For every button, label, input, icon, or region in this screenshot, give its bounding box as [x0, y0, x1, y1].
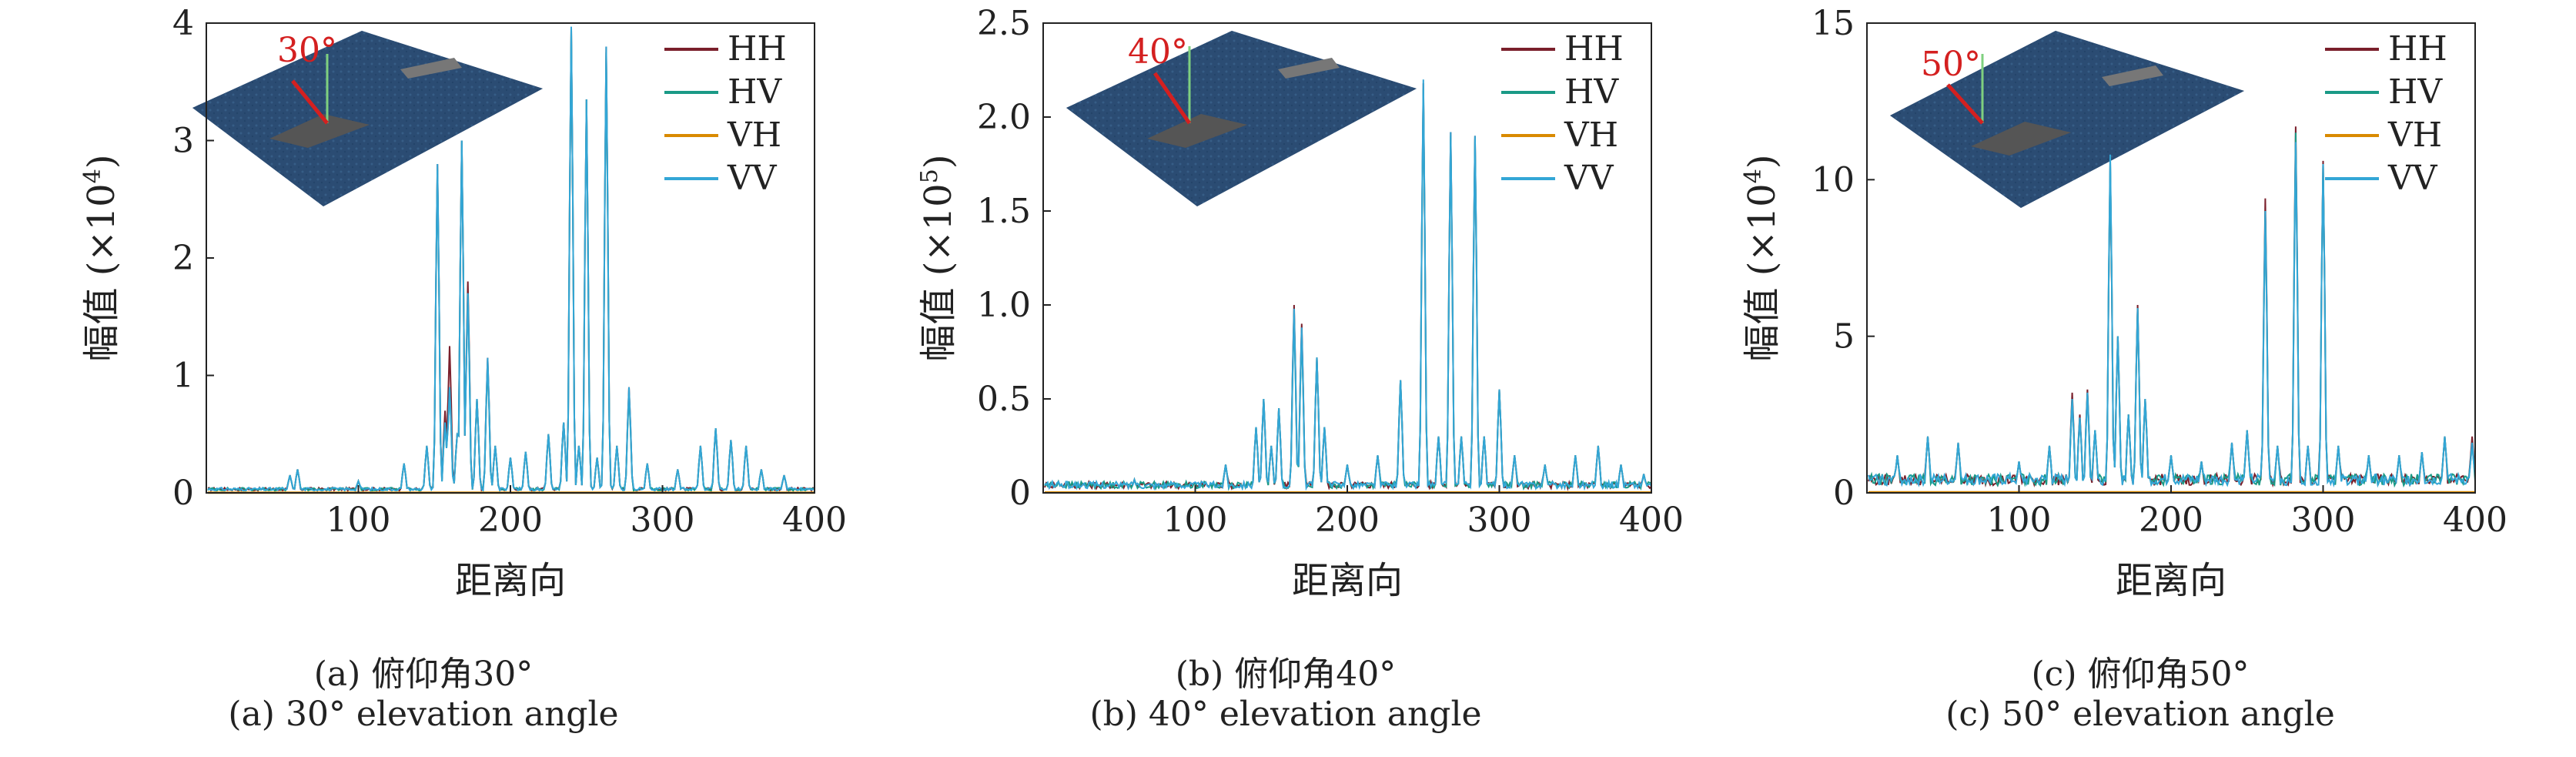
panel-c-ship-icon	[1971, 122, 2071, 156]
panel-c-xtick-label: 300	[2291, 501, 2356, 540]
panel-a-caption: (a) 俯仰角30° (a) 30° elevation angle	[115, 655, 731, 735]
panel-a-legend-label-hh: HH	[728, 29, 787, 69]
panel-c-legend-label-vv: VV	[2387, 159, 2438, 198]
panel-c-ship2-icon	[2102, 65, 2163, 86]
panel-c-series-hh-line	[1868, 126, 2476, 488]
panel-b-series-vv-line	[1044, 79, 1652, 491]
panel-b-ylabel: 幅值 (×105)	[916, 154, 960, 361]
panel-b-ship-icon	[1147, 114, 1247, 148]
panel-c-ytick-label: 15	[1812, 4, 1855, 43]
panel-a-xtick-label: 400	[782, 501, 847, 540]
panel-c-ytick-label: 5	[1833, 317, 1855, 357]
panel-a-xtick-label: 100	[326, 501, 391, 540]
panel-c-ylabel: 幅值 (×104)	[1740, 154, 1784, 361]
panel-b-inset-image: 40°	[1066, 31, 1417, 206]
panel-b-ship2-icon	[1278, 58, 1340, 79]
panel-c-ytick-label: 0	[1833, 474, 1855, 513]
panel-b-xtick-label: 200	[1315, 501, 1380, 540]
panel-b-xtick-label: 300	[1467, 501, 1532, 540]
panel-b-chart: 40° 100 200 300 400 0 0.5 1.0 1.5 2.0 2.5 距离向 幅值 (×…	[916, 4, 1684, 602]
panel-b-ytick-label: 2.0	[977, 98, 1031, 137]
panel-a-ytick-label: 2	[172, 239, 194, 278]
panel-c-legend-label-hv: HV	[2388, 72, 2443, 112]
panel-b-ytick-label: 1.5	[977, 192, 1031, 231]
panel-a-caption-cn: (a) 俯仰角30°	[313, 655, 534, 694]
panel-c-series-vv-line	[1868, 142, 2476, 488]
panel-a-ship2-icon	[400, 58, 462, 79]
panel-a-ylabel: 幅值 (×104)	[79, 154, 123, 361]
panel-a-legend-label-hv: HV	[728, 72, 782, 112]
panel-a-ytick-label: 4	[172, 4, 194, 43]
panel-c-xlabel: 距离向	[2116, 559, 2226, 602]
panel-a-series-vv-line	[207, 26, 815, 493]
panel-b-legend-label-hv: HV	[1564, 72, 1619, 112]
panel-a-ship-icon	[269, 114, 370, 148]
panel-a-caption-en: (a) 30° elevation angle	[228, 695, 619, 734]
panel-a-inset-angle-label: 30°	[277, 31, 337, 70]
panel-b-legend-label-vh: VH	[1564, 116, 1618, 155]
panel-c-xtick-label: 200	[2139, 501, 2203, 540]
panel-c-xtick-label: 400	[2443, 501, 2507, 540]
panel-b-legend-label-vv: VV	[1564, 159, 1614, 198]
panel-a-ytick-label: 3	[172, 122, 194, 161]
panel-a-legend-label-vh: VH	[727, 116, 781, 155]
panel-a-xtick-label: 300	[631, 501, 695, 540]
panel-b-plot-area: 100 200 300 400 0 0.5 1.0 1.5 2.0 2.5 距离向 幅值 (×105)…	[916, 4, 1684, 602]
panel-b-ytick-label: 1.0	[977, 286, 1031, 325]
panel-a-ytick-label: 0	[172, 474, 194, 513]
panel-c-series-hv-line	[1868, 132, 2476, 488]
panel-b-caption-cn: (b) 俯仰角40°	[1175, 655, 1397, 694]
panel-a-xlabel: 距离向	[455, 559, 566, 602]
panel-c-ytick-label: 10	[1812, 160, 1855, 199]
panel-c-caption-cn: (c) 俯仰角50°	[2031, 655, 2250, 694]
panel-b-xlabel: 距离向	[1292, 559, 1403, 602]
panel-a-ytick-label: 1	[172, 357, 194, 396]
panel-c-inset-angle-label: 50°	[1921, 45, 1981, 84]
panel-b-ytick-label: 0	[1009, 474, 1031, 513]
panel-a-xtick-label: 200	[478, 501, 543, 540]
panel-c-caption-en: (c) 50° elevation angle	[1945, 695, 2335, 734]
panel-c-inset-image: 50°	[1890, 31, 2244, 208]
panel-a-legend-label-vv: VV	[727, 159, 778, 198]
panel-c-xtick-label: 100	[1987, 501, 2052, 540]
panel-c-caption: (c) 俯仰角50° (c) 50° elevation angle	[1832, 655, 2448, 735]
panel-b-caption: (b) 俯仰角40° (b) 40° elevation angle	[978, 655, 1594, 735]
panel-b-legend-label-hh: HH	[1564, 29, 1624, 69]
panel-b-xtick-label: 100	[1163, 501, 1228, 540]
panel-c-legend-label-vh: VH	[2387, 116, 2442, 155]
panel-b-xtick-label: 400	[1619, 501, 1684, 540]
panel-b-ytick-label: 0.5	[977, 380, 1031, 419]
panel-a-inset-image: 30°	[192, 31, 543, 206]
panel-b-inset-angle-label: 40°	[1128, 32, 1188, 72]
panel-c-legend-label-hh: HH	[2388, 29, 2447, 69]
panel-b-caption-en: (b) 40° elevation angle	[1089, 695, 1482, 734]
panel-b-ytick-label: 2.5	[977, 4, 1031, 43]
